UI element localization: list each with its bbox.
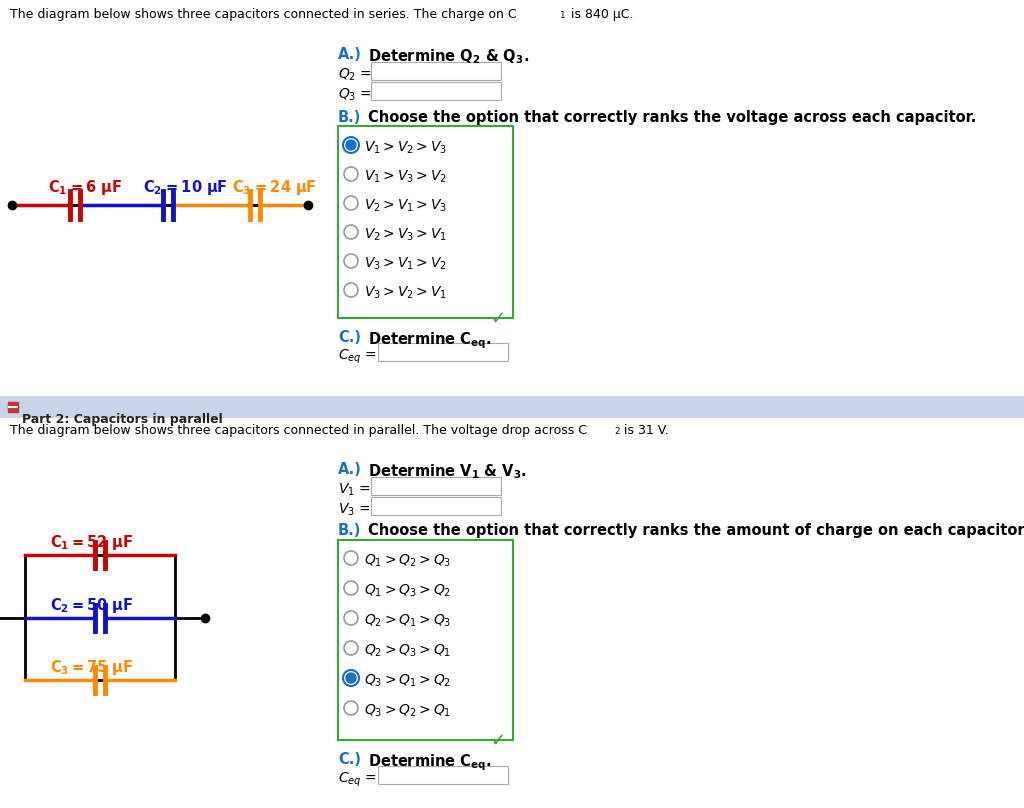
Text: $_1$: $_1$ [559, 8, 566, 21]
Text: $\mathbf{C_3 = 75\ \mu F}$: $\mathbf{C_3 = 75\ \mu F}$ [50, 658, 133, 677]
Text: $\mathbf{= 24\ \mu F}$: $\mathbf{= 24\ \mu F}$ [252, 178, 316, 197]
Text: $V_1 > V_3 > V_2$: $V_1 > V_3 > V_2$ [364, 169, 446, 185]
Text: $\mathbf{= 6\ \mu F}$: $\mathbf{= 6\ \mu F}$ [68, 178, 123, 197]
Text: $Q_2 > Q_1 > Q_3$: $Q_2 > Q_1 > Q_3$ [364, 613, 452, 629]
Text: $\mathbf{C_1 = 52\ \mu F}$: $\mathbf{C_1 = 52\ \mu F}$ [50, 533, 133, 552]
Bar [378, 343, 508, 361]
Bar [371, 477, 501, 495]
Text: A.): A.) [338, 462, 361, 477]
Text: Determine $\mathbf{C_{eq}}$.: Determine $\mathbf{C_{eq}}$. [368, 330, 492, 351]
Text: Determine $\mathbf{Q_2}$ & $\mathbf{Q_3}$.: Determine $\mathbf{Q_2}$ & $\mathbf{Q_3}… [368, 47, 529, 65]
Bar [338, 540, 513, 740]
Text: $Q_2$ =: $Q_2$ = [338, 67, 372, 83]
Text: $C_{eq}$ =: $C_{eq}$ = [338, 771, 377, 789]
Text: Choose the option that correctly ranks the voltage across each capacitor.: Choose the option that correctly ranks t… [368, 110, 976, 125]
Text: $Q_1 > Q_2 > Q_3$: $Q_1 > Q_2 > Q_3$ [364, 553, 452, 570]
Text: $V_1 > V_2 > V_3$: $V_1 > V_2 > V_3$ [364, 140, 447, 157]
Text: $V_3 > V_1 > V_2$: $V_3 > V_1 > V_2$ [364, 256, 446, 272]
Circle shape [346, 673, 356, 683]
Text: $C_{eq}$ =: $C_{eq}$ = [338, 348, 377, 366]
Text: $V_2 > V_3 > V_1$: $V_2 > V_3 > V_1$ [364, 227, 446, 243]
Text: $V_3$ =: $V_3$ = [338, 502, 371, 519]
Text: $\mathbf{C_2 = 50\ \mu F}$: $\mathbf{C_2 = 50\ \mu F}$ [50, 596, 133, 615]
Text: $Q_3$ =: $Q_3$ = [338, 87, 372, 103]
Text: ✓: ✓ [490, 732, 505, 750]
Text: Choose the option that correctly ranks the amount of charge on each capacitor.: Choose the option that correctly ranks t… [368, 523, 1024, 538]
Bar [371, 497, 501, 515]
Text: B.): B.) [338, 110, 361, 125]
Text: ✓: ✓ [490, 310, 505, 328]
Text: B.): B.) [338, 523, 361, 538]
Text: $\mathbf{C_2}$: $\mathbf{C_2}$ [143, 178, 162, 196]
Text: $V_1$ =: $V_1$ = [338, 482, 371, 499]
Circle shape [346, 140, 356, 150]
Text: A.): A.) [338, 47, 361, 62]
Text: The diagram below shows three capacitors connected in parallel. The voltage drop: The diagram below shows three capacitors… [10, 424, 587, 437]
Text: Part 2: Capacitors in parallel: Part 2: Capacitors in parallel [22, 413, 223, 426]
Text: is 31 V.: is 31 V. [620, 424, 669, 437]
Bar [8, 402, 18, 412]
Bar [371, 62, 501, 80]
Text: is 840 μC.: is 840 μC. [567, 8, 634, 21]
Text: $\mathbf{C_3}$: $\mathbf{C_3}$ [232, 178, 251, 196]
Text: $Q_3 > Q_2 > Q_1$: $Q_3 > Q_2 > Q_1$ [364, 703, 452, 719]
Text: The diagram below shows three capacitors connected in series. The charge on C: The diagram below shows three capacitors… [10, 8, 517, 21]
Text: $Q_2 > Q_3 > Q_1$: $Q_2 > Q_3 > Q_1$ [364, 643, 452, 659]
Text: Determine $\mathbf{C_{eq}}$.: Determine $\mathbf{C_{eq}}$. [368, 752, 492, 772]
Bar [338, 126, 513, 318]
Bar [378, 766, 508, 784]
Text: $_2$: $_2$ [614, 424, 621, 437]
Bar [371, 82, 501, 100]
Text: $V_2 > V_1 > V_3$: $V_2 > V_1 > V_3$ [364, 198, 447, 214]
Text: $V_3 > V_2 > V_1$: $V_3 > V_2 > V_1$ [364, 285, 446, 301]
Bar [0, 396, 1024, 418]
Text: C.): C.) [338, 752, 361, 767]
Text: $\mathbf{= 10\ \mu F}$: $\mathbf{= 10\ \mu F}$ [163, 178, 227, 197]
Text: $Q_1 > Q_3 > Q_2$: $Q_1 > Q_3 > Q_2$ [364, 583, 452, 600]
Text: C.): C.) [338, 330, 361, 345]
Text: Determine $\mathbf{V_1}$ & $\mathbf{V_3}$.: Determine $\mathbf{V_1}$ & $\mathbf{V_3}… [368, 462, 527, 481]
Text: $\mathbf{C_1}$: $\mathbf{C_1}$ [48, 178, 68, 196]
Text: $Q_3 > Q_1 > Q_2$: $Q_3 > Q_1 > Q_2$ [364, 673, 452, 689]
